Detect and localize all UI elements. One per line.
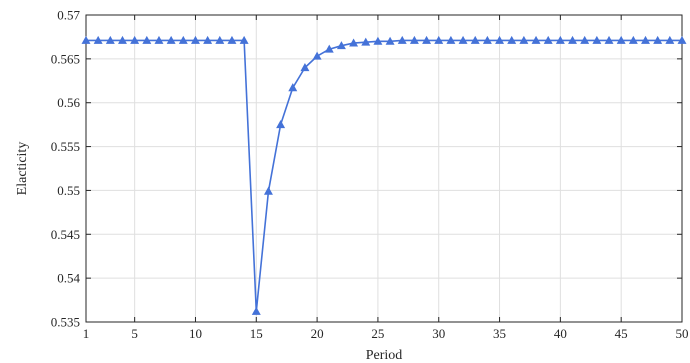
y-tick-label: 0.57 <box>57 8 80 23</box>
x-tick-label: 40 <box>554 326 567 341</box>
x-tick-label: 45 <box>615 326 628 341</box>
x-axis-label: Period <box>366 348 403 363</box>
ticks <box>85 14 683 323</box>
data-point-marker <box>422 35 432 44</box>
data-point-marker <box>397 35 407 44</box>
data-point-marker <box>239 35 249 44</box>
data-point-marker <box>677 35 687 44</box>
data-point-marker <box>203 35 213 44</box>
data-point-marker <box>263 186 273 195</box>
data-point-marker <box>81 35 91 44</box>
data-point-marker <box>555 35 565 44</box>
y-tick-label: 0.56 <box>57 95 80 110</box>
data-point-marker <box>336 41 346 50</box>
data-point-marker <box>251 306 261 315</box>
y-tick-label: 0.555 <box>51 139 80 154</box>
data-point-marker <box>507 35 517 44</box>
data-point-marker <box>288 83 298 92</box>
plot-frame <box>85 14 683 323</box>
data-point-marker <box>166 35 176 44</box>
data-point-marker <box>482 35 492 44</box>
x-tick-label: 20 <box>311 326 324 341</box>
data-point-marker <box>276 120 286 129</box>
y-tick-label: 0.545 <box>51 227 80 242</box>
grid <box>85 14 683 323</box>
data-point-marker <box>470 35 480 44</box>
tick-labels: 1 5 10 15 20 25 30 35 40 45 500.5350.540.5450.550.… <box>51 8 689 342</box>
data-point-marker <box>118 35 127 44</box>
y-tick-label: 0.55 <box>57 183 80 198</box>
data-point-marker <box>641 35 650 44</box>
y-tick-label: 0.535 <box>51 315 80 330</box>
data-point-marker <box>130 35 140 44</box>
data-point-marker <box>434 35 444 44</box>
data-point-marker <box>665 35 675 44</box>
x-tick-label: 10 <box>189 326 202 341</box>
series-line <box>86 39 682 313</box>
data-point-marker <box>580 35 590 44</box>
data-point-marker <box>93 35 103 44</box>
x-tick-label: 15 <box>250 326 263 341</box>
data-point-marker <box>568 35 578 44</box>
data-point-marker <box>592 35 602 44</box>
data-point-marker <box>373 36 383 45</box>
data-point-marker <box>653 35 663 44</box>
data-point-marker <box>604 35 614 44</box>
x-tick-label: 5 <box>131 326 138 341</box>
data-point-marker <box>349 38 359 47</box>
data-point-marker <box>385 36 395 45</box>
data-point-marker <box>628 35 638 44</box>
data-point-marker <box>616 35 626 44</box>
data-point-marker <box>105 35 115 44</box>
x-tick-label: 1 <box>83 326 90 341</box>
data-point-marker <box>142 35 152 44</box>
data-point-marker <box>495 35 505 44</box>
data-point-marker <box>178 35 188 44</box>
data-point-marker <box>300 63 310 72</box>
x-tick-label: 50 <box>676 326 689 341</box>
data-point-marker <box>361 37 371 46</box>
data-point-marker <box>519 35 529 44</box>
data-point-marker <box>215 35 225 44</box>
data-point-marker <box>312 51 322 60</box>
data-point-marker <box>227 35 237 44</box>
data-point-marker <box>543 35 553 44</box>
data-point-marker <box>409 35 419 44</box>
y-axis-label: Elacticity <box>15 142 30 196</box>
data-point-marker <box>446 35 456 44</box>
series <box>81 35 687 315</box>
data-point-marker <box>324 44 334 53</box>
data-point-marker <box>154 35 164 44</box>
data-point-marker <box>458 35 468 44</box>
data-point-marker <box>190 35 200 44</box>
x-tick-label: 35 <box>493 326 506 341</box>
x-tick-label: 30 <box>432 326 445 341</box>
y-tick-label: 0.565 <box>51 51 80 66</box>
data-point-marker <box>531 35 541 44</box>
y-tick-label: 0.54 <box>57 271 80 286</box>
x-tick-label: 25 <box>371 326 384 341</box>
